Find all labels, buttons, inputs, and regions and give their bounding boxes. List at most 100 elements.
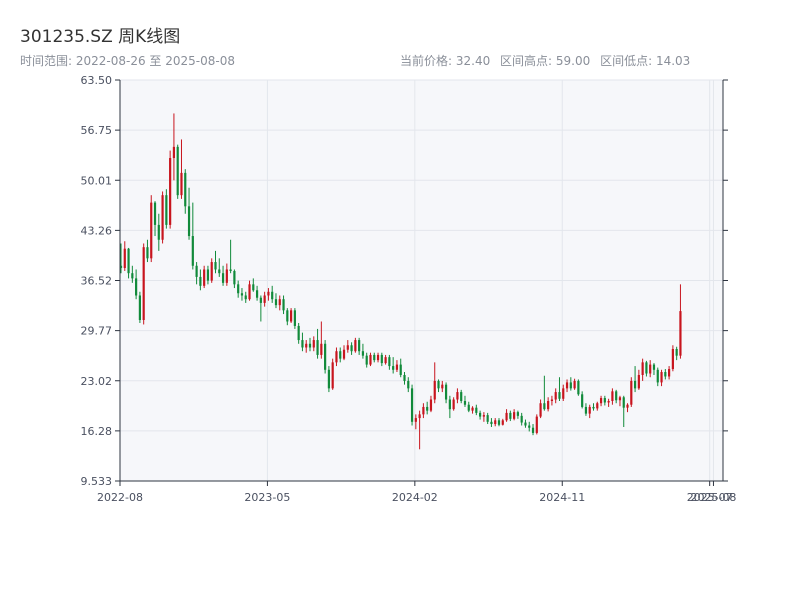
candle-body [577,380,580,395]
candle-body [191,236,194,266]
candle [199,269,202,291]
candle-body [581,394,584,407]
candle [475,404,478,416]
candle [565,379,569,393]
candle [191,202,194,270]
candle [153,201,157,237]
candle [267,288,270,301]
candle [350,342,353,355]
candle [505,409,508,422]
candle [335,347,338,367]
candle [479,410,482,420]
candle [426,401,429,415]
candle [271,285,274,303]
candle [308,337,312,352]
candle-body [361,351,365,356]
candle [388,354,391,370]
candle [649,360,652,378]
candle [615,389,618,404]
candle-body [675,348,678,356]
candle-body [301,340,304,348]
candle [123,241,126,271]
candle [286,308,289,326]
candle [172,113,176,181]
candle [562,384,565,401]
candle [150,195,153,263]
candle-body [206,269,210,281]
candle [603,395,606,406]
current-price-label: 当前价格: 32.40 [400,54,491,68]
candle-body [637,374,640,389]
candle [516,410,519,419]
candle-body [550,399,554,401]
candle-body [135,278,138,296]
date-range-label: 时间范围: 2022-08-26 至 2025-08-08 [20,54,235,68]
candle [165,189,168,229]
candle [395,360,399,373]
candle [656,367,659,387]
candle-body [339,351,342,359]
candle-body [161,195,164,240]
candle [437,379,440,393]
candle [342,345,346,361]
candle [441,380,444,393]
y-tick-label: 23.02 [81,375,113,388]
y-tick-label: 56.75 [81,124,113,137]
candle [146,239,149,263]
candle-body [376,354,380,361]
candle [248,280,251,301]
candle [225,263,228,286]
candle [429,395,433,413]
candle-body [543,403,546,410]
candle [290,308,293,323]
candle [331,358,334,390]
y-tick-label: 16.28 [81,425,113,438]
candle-body [123,248,126,268]
candle-body [210,262,213,281]
candle-body [479,412,482,417]
candle-body [380,354,383,364]
candle-body [414,418,417,422]
candle-body [535,416,538,433]
candle-body [373,354,376,361]
candle-body [501,420,504,425]
candle [550,395,554,406]
candle-body [565,382,569,389]
candle-body [433,380,436,400]
candle [671,345,674,372]
candle-body [308,343,312,348]
candle-body [671,348,674,370]
candle [229,239,232,274]
candle-body [297,325,300,341]
candle [588,404,591,419]
candle-body [395,364,399,370]
candle-body [252,284,255,291]
candle-body [475,407,478,413]
candle [641,358,644,381]
y-tick-label: 63.50 [81,74,113,87]
candle [524,419,527,428]
y-tick-label: 9.533 [81,475,113,488]
candle-body [255,290,259,298]
candle [577,379,580,396]
candle-body [482,415,485,417]
candle [622,395,625,428]
candle-body [520,415,523,423]
candle-body [441,384,444,389]
candle [180,139,183,199]
candle [301,332,304,352]
candle [486,412,489,425]
candle [263,291,266,307]
candle [293,308,296,329]
candle-body [452,399,455,410]
candle-body [531,427,535,433]
candle-body [641,362,644,375]
candle-body [187,206,191,237]
candle-body [558,392,561,399]
candle-body [664,372,667,377]
candle-body [354,340,357,352]
price-stats: 当前价格: 32.40 区间高点: 59.00 区间低点: 14.03 [400,52,696,69]
candle-body [524,422,527,426]
candle-body [350,345,353,352]
